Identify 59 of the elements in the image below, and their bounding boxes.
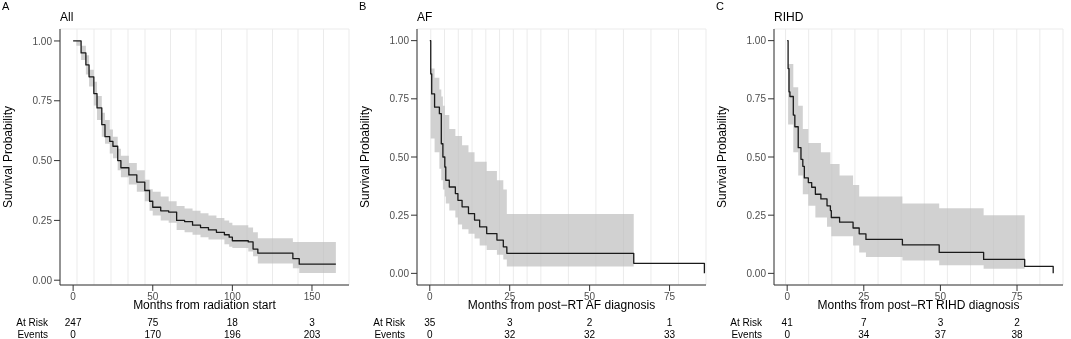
y-tick-label: 1.00: [389, 35, 410, 47]
x-tick-label: 75: [663, 291, 676, 303]
text: 7: [860, 317, 868, 328]
y-tick-label: 0.25: [746, 209, 767, 221]
y-tick-label: 0.00: [32, 274, 53, 286]
text: B: [359, 0, 367, 12]
y-tick-label: 0.50: [389, 151, 410, 163]
text: 32: [583, 329, 597, 339]
chart-title: AF: [417, 10, 433, 24]
y-tick-label: 1.00: [32, 35, 53, 47]
text: 2: [1013, 317, 1021, 328]
y-tick-label: 0.00: [746, 267, 767, 279]
text: 3: [936, 317, 945, 328]
text: 38: [1010, 329, 1024, 339]
text: 35: [423, 317, 437, 328]
text: 0: [426, 329, 434, 339]
text: 18: [225, 317, 239, 328]
text: Events: [374, 329, 405, 339]
y-axis-title: Survival Probability: [1, 105, 16, 209]
y-tick-label: 0.75: [746, 93, 767, 105]
text: A: [2, 0, 10, 12]
text: 0: [69, 329, 77, 339]
text: At Risk: [16, 317, 48, 328]
text: 37: [933, 329, 947, 339]
y-tick-label: 0.25: [389, 209, 410, 221]
y-axis-title: Survival Probability: [358, 105, 373, 209]
text: 3: [505, 317, 514, 328]
text: 203: [302, 329, 322, 339]
text: 196: [223, 329, 242, 339]
chart-title: All: [60, 10, 74, 24]
y-tick-label: 0.00: [389, 267, 410, 279]
text: 75: [146, 317, 160, 328]
y-axis-title: Survival Probability: [715, 105, 730, 209]
x-tick-label: 0: [427, 291, 434, 303]
x-tick-label: 0: [70, 291, 77, 303]
text: 34: [857, 329, 871, 339]
y-tick-label: 0.50: [32, 155, 53, 167]
y-tick-label: 0.75: [32, 95, 53, 107]
x-tick-label: 0: [784, 291, 791, 303]
text: At Risk: [730, 317, 762, 328]
text: 32: [503, 329, 517, 339]
y-tick-label: 0.75: [389, 93, 410, 105]
y-tick-label: 0.25: [32, 214, 53, 226]
text: 2: [585, 317, 594, 328]
text: 170: [143, 329, 163, 339]
text: 3: [308, 317, 316, 328]
text: Events: [731, 329, 762, 339]
text: 33: [663, 329, 677, 339]
text: 41: [780, 317, 794, 328]
text: C: [716, 0, 724, 12]
text: 0: [783, 329, 791, 339]
text: 1: [665, 317, 674, 328]
y-tick-label: 0.50: [746, 151, 767, 163]
y-tick-label: 1.00: [746, 35, 767, 47]
text: At Risk: [373, 317, 405, 328]
x-tick-label: 150: [303, 291, 321, 303]
chart-title: RIHD: [774, 10, 804, 24]
text: 247: [63, 317, 83, 328]
text: Events: [17, 329, 48, 339]
